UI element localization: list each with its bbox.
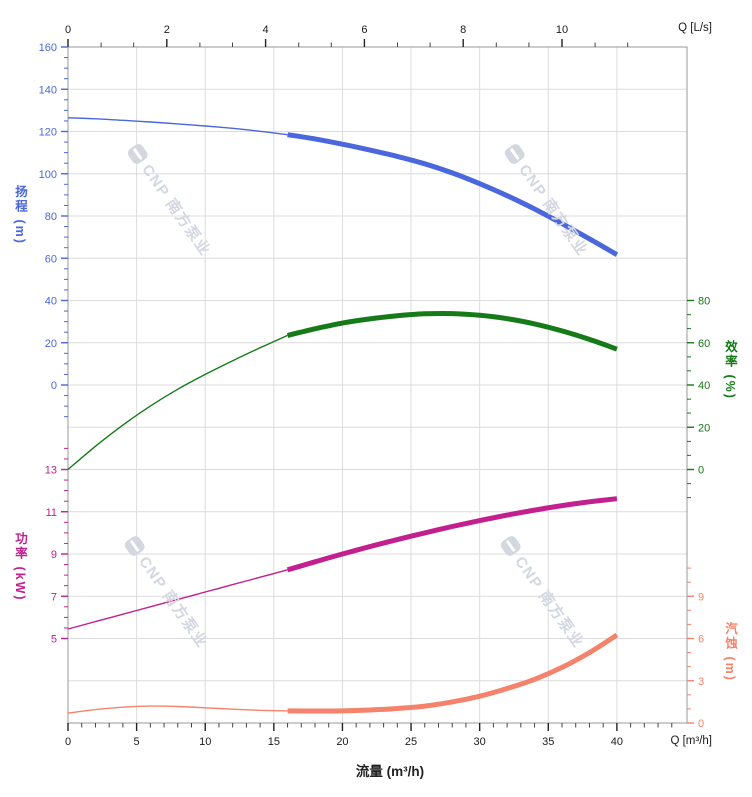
power-curve-bold xyxy=(286,496,618,573)
svg-text:40: 40 xyxy=(611,736,623,748)
power-axis-title: 功率 (kW) xyxy=(13,532,27,602)
svg-text:60: 60 xyxy=(45,253,57,265)
svg-text:20: 20 xyxy=(336,736,348,748)
svg-text:40: 40 xyxy=(698,380,710,392)
top-axis-unit-label: Q [L/s] xyxy=(678,22,712,34)
svg-text:5: 5 xyxy=(134,736,140,748)
svg-text:140: 140 xyxy=(39,84,57,96)
svg-text:7: 7 xyxy=(51,591,57,603)
npsh-axis: 9 6 3 0 xyxy=(687,567,704,730)
svg-text:80: 80 xyxy=(45,211,57,223)
svg-text:0: 0 xyxy=(65,24,71,36)
svg-text:5: 5 xyxy=(51,634,57,646)
svg-text:100: 100 xyxy=(39,169,57,181)
efficiency-curve-thin xyxy=(67,334,288,471)
bottom-axis: 0 5 10 15 20 25 30 35 40 xyxy=(65,723,673,748)
power-curve xyxy=(67,496,618,630)
svg-text:35: 35 xyxy=(542,736,554,748)
svg-text:10: 10 xyxy=(556,24,568,36)
svg-text:20: 20 xyxy=(698,422,710,434)
svg-text:3: 3 xyxy=(698,676,704,688)
efficiency-curve xyxy=(67,310,618,471)
svg-text:4: 4 xyxy=(263,24,269,36)
svg-text:160: 160 xyxy=(39,42,57,54)
efficiency-axis-title: 效率 (%) xyxy=(723,340,737,400)
svg-text:0: 0 xyxy=(698,465,704,477)
power-curve-thin xyxy=(67,569,288,630)
top-axis: 0 2 4 6 8 10 xyxy=(65,24,629,47)
svg-text:6: 6 xyxy=(698,634,704,646)
svg-text:6: 6 xyxy=(361,24,367,36)
svg-text:20: 20 xyxy=(45,338,57,350)
svg-text:15: 15 xyxy=(268,736,280,748)
svg-text:9: 9 xyxy=(698,591,704,603)
npsh-curve-thin xyxy=(67,705,288,714)
grid xyxy=(68,47,687,723)
svg-text:120: 120 xyxy=(39,127,57,139)
svg-text:60: 60 xyxy=(698,338,710,350)
npsh-curve xyxy=(67,632,619,714)
head-curve-thin xyxy=(67,117,288,136)
svg-text:30: 30 xyxy=(474,736,486,748)
power-axis: 13 11 9 7 5 xyxy=(45,447,68,646)
svg-text:0: 0 xyxy=(65,736,71,748)
npsh-curve-bold xyxy=(287,632,619,714)
svg-text:13: 13 xyxy=(45,465,57,477)
head-curve-bold xyxy=(287,132,619,257)
efficiency-axis: 80 60 40 20 0 xyxy=(687,296,710,499)
svg-text:8: 8 xyxy=(460,24,466,36)
svg-text:11: 11 xyxy=(46,507,57,519)
svg-text:10: 10 xyxy=(199,736,211,748)
head-axis-title: 扬程 (m) xyxy=(13,185,27,245)
svg-text:0: 0 xyxy=(698,718,704,730)
svg-text:25: 25 xyxy=(405,736,417,748)
svg-text:0: 0 xyxy=(51,380,57,392)
svg-text:9: 9 xyxy=(51,549,57,561)
svg-text:2: 2 xyxy=(164,24,170,36)
svg-text:80: 80 xyxy=(698,296,710,308)
head-curve xyxy=(67,117,619,257)
svg-text:40: 40 xyxy=(45,296,57,308)
npsh-axis-title: 汽蚀 (m) xyxy=(723,622,737,682)
flow-axis-title: 流量 (m³/h) xyxy=(355,764,425,779)
efficiency-curve-bold xyxy=(287,310,618,352)
bottom-axis-unit-label: Q [m³/h] xyxy=(670,735,712,747)
head-axis: 160 140 120 100 80 60 40 20 0 xyxy=(39,42,68,418)
